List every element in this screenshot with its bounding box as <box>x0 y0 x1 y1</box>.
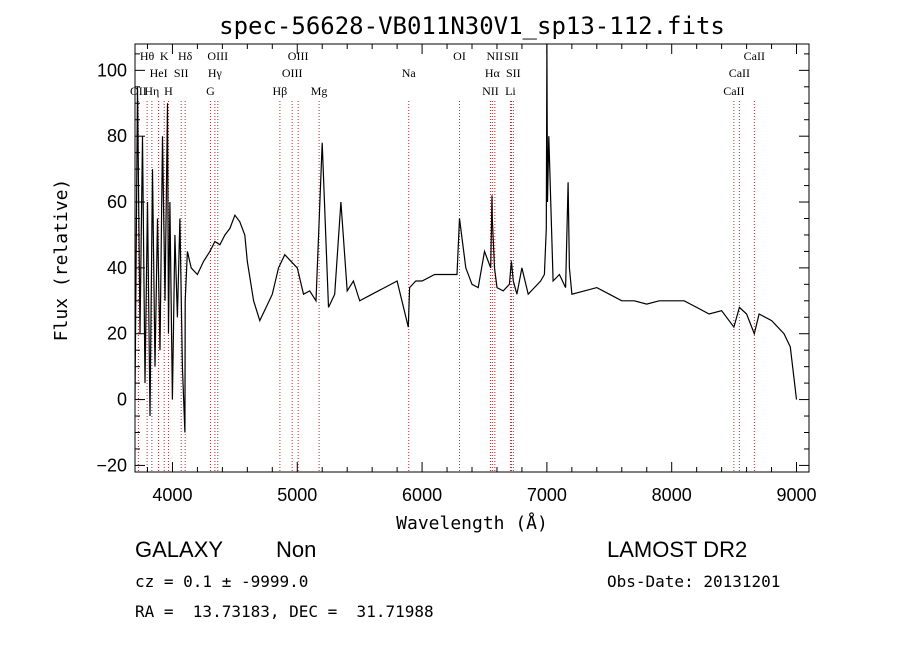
x-tick-label: 6000 <box>402 485 442 505</box>
line-marker-label: Mg <box>311 84 328 98</box>
line-marker-label: SII <box>506 66 521 80</box>
y-axis-title: Flux (relative) <box>51 179 72 342</box>
obs-date-line: Obs-Date: 20131201 <box>607 572 781 591</box>
line-marker-label: OIII <box>207 49 228 63</box>
line-marker-label: CaII <box>723 84 744 98</box>
x-tick-label: 7000 <box>527 485 567 505</box>
line-marker-label: Hη <box>144 84 159 98</box>
x-tick-label: 5000 <box>277 485 317 505</box>
y-tick-label: 40 <box>107 258 127 278</box>
line-marker-label: H <box>164 84 173 98</box>
object-class: GALAXY <box>135 537 224 562</box>
x-tick-label: 8000 <box>652 485 692 505</box>
line-marker-label: K <box>160 49 169 63</box>
line-marker-label: Na <box>402 66 417 80</box>
survey-name: LAMOST DR2 <box>607 537 748 562</box>
y-tick-label: −20 <box>96 455 127 475</box>
line-marker-label: NII <box>482 84 499 98</box>
line-marker-label: G <box>206 84 215 98</box>
y-tick-label: 0 <box>117 390 127 410</box>
line-marker-label: OIII <box>282 66 303 80</box>
line-marker-label: Hθ <box>140 49 155 63</box>
line-marker-label: Hα <box>485 66 501 80</box>
line-marker-label: CaII <box>744 49 765 63</box>
spectrum-line <box>134 43 798 433</box>
line-marker-label: CaII <box>729 66 750 80</box>
line-marker-label: OII <box>130 84 147 98</box>
line-marker-label: OI <box>453 49 466 63</box>
line-marker-label: HeI <box>150 66 168 80</box>
ra-dec-line: RA = 13.73183, DEC = 31.71988 <box>135 602 434 621</box>
line-marker-label: Hδ <box>178 49 193 63</box>
y-tick-label: 20 <box>107 324 127 344</box>
redshift-line: cz = 0.1 ± -9999.0 <box>135 572 309 591</box>
chart-title: spec-56628-VB011N30V1_sp13-112.fits <box>219 12 725 40</box>
line-marker-label: SII <box>174 66 189 80</box>
x-tick-label: 4000 <box>152 485 192 505</box>
line-marker-label: Hβ <box>273 84 288 98</box>
object-subclass: Non <box>276 537 317 562</box>
line-marker-label: NII <box>487 49 504 63</box>
line-marker-label: SII <box>504 49 519 63</box>
line-marker-label: OIII <box>288 49 309 63</box>
line-marker-label: Hγ <box>208 66 223 80</box>
axis-ticks: 4000 5000 6000 7000 8000 9000 −20 0 20 40 60 80 100 <box>96 44 817 505</box>
plot-frame <box>134 43 810 473</box>
y-tick-label: 100 <box>97 60 127 80</box>
x-axis-title: Wavelength (Å) <box>396 512 548 534</box>
line-marker-label: Li <box>505 84 516 98</box>
y-tick-label: 60 <box>107 192 127 212</box>
y-tick-label: 80 <box>107 126 127 146</box>
x-tick-label: 9000 <box>776 485 816 505</box>
